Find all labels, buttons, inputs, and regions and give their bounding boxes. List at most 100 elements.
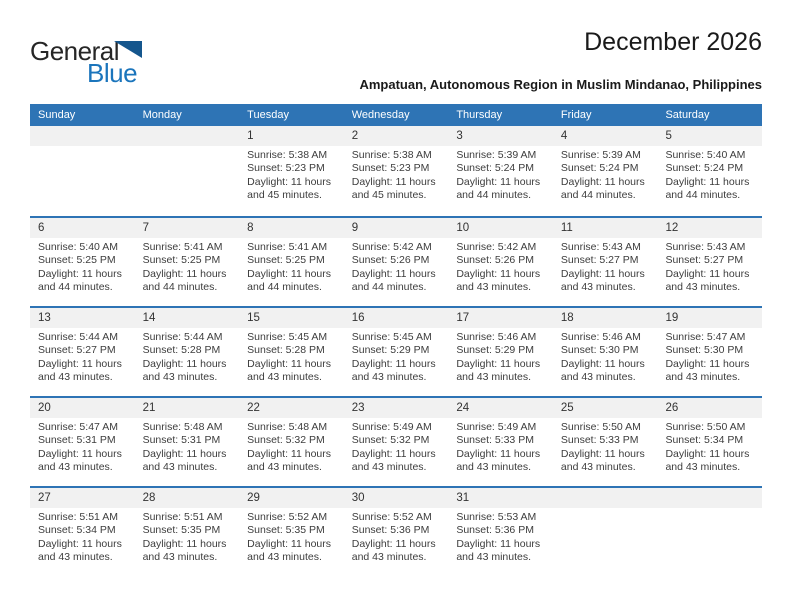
day-cell: 11 Sunrise: 5:43 AM Sunset: 5:27 PM Dayligh… <box>552 218 658 306</box>
day-number: 15 <box>239 308 344 328</box>
day-detail-line: Daylight: 11 hours <box>351 175 436 188</box>
day-cell: 19 Sunrise: 5:47 AM Sunset: 5:30 PM Dayligh… <box>657 308 763 396</box>
day-detail-line: Daylight: 11 hours <box>38 537 122 550</box>
day-detail-line: Sunrise: 5:41 AM <box>142 241 223 253</box>
day-detail-line: and 43 minutes. <box>351 371 427 384</box>
day-number: 27 <box>30 488 135 508</box>
day-cell: 8 Sunrise: 5:41 AM Sunset: 5:25 PM Daylight… <box>239 218 344 306</box>
day-detail-line: Sunrise: 5:43 AM <box>665 241 746 253</box>
day-number: 2 <box>343 126 449 146</box>
day-number: 16 <box>343 308 449 328</box>
day-number: 29 <box>239 488 344 508</box>
day-number: 26 <box>657 398 763 418</box>
day-cell: 25 Sunrise: 5:50 AM Sunset: 5:33 PM Dayligh… <box>552 398 658 486</box>
day-detail-line: Daylight: 11 hours <box>247 537 332 550</box>
day-details: Sunrise: 5:39 AM Sunset: 5:24 PM Daylight:… <box>448 146 553 203</box>
day-details: Sunrise: 5:49 AM Sunset: 5:32 PM Daylight:… <box>344 418 449 475</box>
day-detail-line: Daylight: 11 hours <box>247 447 332 460</box>
page-title: December 2026 <box>584 28 762 56</box>
day-details: Sunrise: 5:40 AM Sunset: 5:25 PM Daylight:… <box>30 238 135 295</box>
day-detail-line: and 43 minutes. <box>665 281 741 294</box>
day-cell: 4 Sunrise: 5:39 AM Sunset: 5:24 PM Daylight… <box>552 126 658 216</box>
day-details: Sunrise: 5:48 AM Sunset: 5:31 PM Daylight:… <box>135 418 240 475</box>
day-detail-line: and 44 minutes. <box>142 281 218 294</box>
day-detail-line: Daylight: 11 hours <box>142 537 227 550</box>
day-detail-line: Daylight: 11 hours <box>560 175 645 188</box>
day-detail-line: and 44 minutes. <box>38 281 113 294</box>
day-detail-line: and 44 minutes. <box>351 281 427 294</box>
day-details: Sunrise: 5:52 AM Sunset: 5:35 PM Daylight:… <box>239 508 344 565</box>
day-detail-line: Sunrise: 5:41 AM <box>247 241 328 253</box>
day-cell: 5 Sunrise: 5:40 AM Sunset: 5:24 PM Daylight… <box>657 126 763 216</box>
day-detail-line: and 44 minutes. <box>665 189 741 202</box>
day-details <box>657 508 762 511</box>
day-detail-line: Sunset: 5:25 PM <box>38 254 116 267</box>
day-detail-line: and 43 minutes. <box>456 461 532 474</box>
day-detail-line: Daylight: 11 hours <box>560 357 645 370</box>
day-detail-line: Sunset: 5:30 PM <box>560 344 639 357</box>
day-detail-line: Sunrise: 5:39 AM <box>560 149 641 161</box>
day-detail-line: Sunset: 5:24 PM <box>456 162 534 175</box>
weekday-label-thursday: Thursday <box>456 109 503 121</box>
weekday-label-saturday: Saturday <box>665 109 710 121</box>
day-details: Sunrise: 5:41 AM Sunset: 5:25 PM Daylight:… <box>135 238 240 295</box>
day-number: 1 <box>239 126 344 146</box>
day-detail-line: Sunset: 5:34 PM <box>38 524 116 537</box>
day-detail-line: Sunrise: 5:46 AM <box>560 331 641 343</box>
empty-day-cell <box>657 488 763 576</box>
weekday-label-monday: Monday <box>142 109 182 121</box>
calendar-weeks: 1 Sunrise: 5:38 AM Sunset: 5:23 PM Daylight… <box>30 126 763 576</box>
day-detail-line: Sunset: 5:27 PM <box>38 344 116 357</box>
day-detail-line: Sunrise: 5:52 AM <box>351 511 432 523</box>
day-detail-line: Daylight: 11 hours <box>665 357 750 370</box>
weekday-label-friday: Friday <box>560 109 592 121</box>
brand-name-general: General <box>30 36 120 66</box>
day-detail-line: and 43 minutes. <box>247 461 322 474</box>
day-number <box>30 126 135 146</box>
day-detail-line: Sunset: 5:29 PM <box>456 344 534 357</box>
day-detail-line: Sunset: 5:26 PM <box>351 254 430 267</box>
day-detail-line: Sunrise: 5:45 AM <box>351 331 432 343</box>
day-details: Sunrise: 5:44 AM Sunset: 5:28 PM Daylight:… <box>135 328 240 385</box>
day-details: Sunrise: 5:46 AM Sunset: 5:29 PM Daylight:… <box>448 328 553 385</box>
day-detail-line: Daylight: 11 hours <box>351 447 436 460</box>
day-number: 12 <box>657 218 763 238</box>
day-details: Sunrise: 5:51 AM Sunset: 5:35 PM Daylight:… <box>135 508 240 565</box>
day-details: Sunrise: 5:52 AM Sunset: 5:36 PM Daylight:… <box>344 508 449 565</box>
day-detail-line: Daylight: 11 hours <box>665 447 750 460</box>
day-details: Sunrise: 5:42 AM Sunset: 5:26 PM Daylight:… <box>448 238 553 295</box>
day-details <box>553 508 658 511</box>
day-cell: 24 Sunrise: 5:49 AM Sunset: 5:33 PM Dayligh… <box>448 398 553 486</box>
day-number: 3 <box>448 126 553 146</box>
day-cell: 31 Sunrise: 5:53 AM Sunset: 5:36 PM Dayligh… <box>448 488 553 576</box>
day-detail-line: Sunrise: 5:42 AM <box>456 241 537 253</box>
day-detail-line: and 43 minutes. <box>142 371 218 384</box>
day-detail-line: Sunrise: 5:49 AM <box>456 421 537 433</box>
day-number: 19 <box>657 308 763 328</box>
day-detail-line: and 43 minutes. <box>665 371 741 384</box>
day-detail-line: and 45 minutes. <box>351 189 427 202</box>
day-number: 28 <box>134 488 240 508</box>
day-detail-line: Daylight: 11 hours <box>456 267 541 280</box>
day-detail-line: and 43 minutes. <box>38 551 113 564</box>
day-number: 11 <box>552 218 658 238</box>
day-detail-line: and 43 minutes. <box>456 371 532 384</box>
day-cell: 21 Sunrise: 5:48 AM Sunset: 5:31 PM Dayligh… <box>134 398 240 486</box>
day-detail-line: and 45 minutes. <box>247 189 322 202</box>
day-details: Sunrise: 5:50 AM Sunset: 5:34 PM Daylight:… <box>657 418 762 475</box>
day-detail-line: Sunset: 5:25 PM <box>142 254 221 267</box>
day-detail-line: Sunset: 5:36 PM <box>351 524 430 537</box>
day-detail-line: Sunset: 5:35 PM <box>142 524 221 537</box>
day-detail-line: Sunset: 5:36 PM <box>456 524 534 537</box>
day-detail-line: Sunrise: 5:44 AM <box>38 331 118 343</box>
day-details <box>30 146 135 149</box>
day-details: Sunrise: 5:47 AM Sunset: 5:31 PM Daylight:… <box>30 418 135 475</box>
day-detail-line: Sunrise: 5:51 AM <box>38 511 118 523</box>
day-detail-line: and 43 minutes. <box>142 551 218 564</box>
day-detail-line: Daylight: 11 hours <box>665 175 750 188</box>
day-detail-line: and 43 minutes. <box>38 461 113 474</box>
day-number: 30 <box>343 488 449 508</box>
day-details: Sunrise: 5:38 AM Sunset: 5:23 PM Daylight:… <box>239 146 344 203</box>
location-subtitle: Ampatuan, Autonomous Region in Muslim Mi… <box>359 77 762 92</box>
day-detail-line: Daylight: 11 hours <box>560 267 645 280</box>
